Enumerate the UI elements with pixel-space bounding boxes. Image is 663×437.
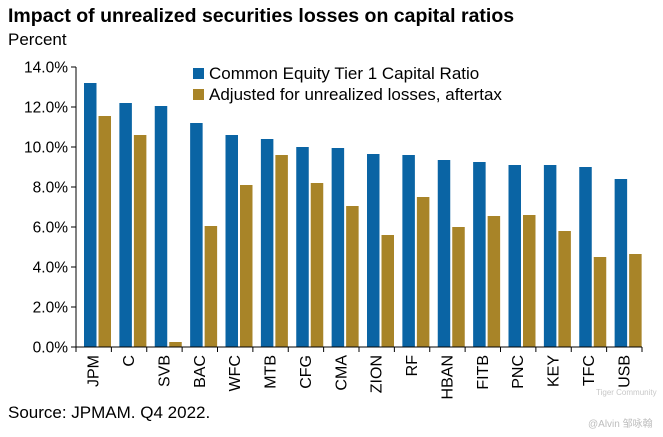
x-tick-label-bac: BAC bbox=[192, 355, 209, 388]
bar-cma-series2 bbox=[346, 206, 359, 347]
bar-cma-series1 bbox=[331, 148, 345, 347]
x-tick-label-rf: RF bbox=[404, 355, 421, 377]
bar-fitb-series1 bbox=[473, 162, 486, 347]
bar-zion-series2 bbox=[381, 235, 394, 347]
y-tick-label: 14.0% bbox=[24, 60, 68, 77]
bar-key-series2 bbox=[558, 231, 571, 347]
bar-usb-series1 bbox=[614, 179, 628, 347]
watermark-author: @Alvin 邹咏翰 bbox=[588, 419, 653, 430]
bar-bac-series2 bbox=[204, 226, 218, 347]
bars-group bbox=[84, 83, 642, 347]
x-tick-label-fitb: FITB bbox=[475, 355, 492, 390]
x-tick-label-wfc: WFC bbox=[227, 355, 244, 391]
bar-hban-series1 bbox=[437, 160, 451, 347]
y-tick-label: 4.0% bbox=[33, 260, 69, 277]
legend: Common Equity Tier 1 Capital Ratio Adjust… bbox=[193, 64, 502, 104]
x-tick-label-cma: CMA bbox=[333, 355, 350, 391]
y-tick-labels: 0.0% 2.0% 4.0% 6.0% 8.0% 10.0% 12.0% 14.0% bbox=[24, 60, 68, 357]
chart-title: Impact of unrealized securities losses o… bbox=[8, 5, 515, 27]
legend-swatch-series2 bbox=[193, 89, 204, 100]
x-tick-label-key: KEY bbox=[546, 355, 563, 387]
y-tick-label: 12.0% bbox=[24, 100, 68, 117]
bar-cfg-series2 bbox=[310, 183, 324, 347]
legend-swatch-series1 bbox=[193, 68, 204, 79]
bar-mtb-series1 bbox=[260, 139, 274, 347]
y-tick-label: 0.0% bbox=[33, 340, 69, 357]
bar-bac-series1 bbox=[190, 123, 203, 347]
x-tick-label-usb: USB bbox=[616, 355, 633, 388]
bar-fitb-series2 bbox=[487, 216, 501, 347]
x-tick-labels: JPM C SVB BAC WFC MTB CFG CMA ZION RF HBAN FITB PNC K… bbox=[86, 355, 634, 400]
x-tick-label-tfc: TFC bbox=[581, 355, 598, 386]
x-tick-label-svb: SVB bbox=[156, 355, 173, 387]
bar-wfc-series2 bbox=[240, 185, 253, 347]
chart-subtitle: Percent bbox=[8, 30, 67, 49]
bar-rf-series2 bbox=[416, 197, 430, 347]
bar-zion-series1 bbox=[367, 154, 380, 347]
bar-key-series1 bbox=[543, 165, 557, 347]
source-note: Source: JPMAM. Q4 2022. bbox=[8, 403, 211, 422]
x-tick-label-mtb: MTB bbox=[263, 355, 280, 389]
bar-rf-series1 bbox=[402, 155, 415, 347]
legend-label-series1: Common Equity Tier 1 Capital Ratio bbox=[209, 64, 479, 83]
bar-wfc-series1 bbox=[225, 135, 238, 347]
bar-cfg-series1 bbox=[296, 147, 309, 347]
bar-tfc-series1 bbox=[579, 167, 592, 347]
x-tick-label-hban: HBAN bbox=[439, 355, 456, 399]
x-tick-label-zion: ZION bbox=[369, 355, 386, 393]
y-tick-label: 8.0% bbox=[33, 180, 69, 197]
bar-svb-series2 bbox=[169, 342, 182, 347]
bar-jpm-series1 bbox=[84, 83, 97, 347]
bar-jpm-series2 bbox=[98, 116, 111, 347]
x-tick-label-c: C bbox=[121, 355, 138, 367]
bar-pnc-series1 bbox=[508, 165, 521, 347]
axes-group bbox=[71, 66, 643, 352]
y-tick-label: 6.0% bbox=[33, 220, 69, 237]
bar-svb-series1 bbox=[154, 106, 168, 347]
y-tick-label: 2.0% bbox=[33, 300, 69, 317]
watermark-brand: Tiger Community bbox=[596, 388, 657, 397]
bar-c-series1 bbox=[119, 103, 132, 347]
bar-pnc-series2 bbox=[523, 215, 536, 347]
bar-c-series2 bbox=[133, 135, 147, 347]
bar-tfc-series2 bbox=[593, 257, 607, 347]
x-tick-label-pnc: PNC bbox=[510, 355, 527, 389]
bar-usb-series2 bbox=[629, 254, 642, 347]
legend-label-series2: Adjusted for unrealized losses, aftertax bbox=[209, 85, 502, 104]
x-tick-label-cfg: CFG bbox=[298, 355, 315, 389]
y-tick-label: 10.0% bbox=[24, 140, 68, 157]
bar-hban-series2 bbox=[452, 227, 465, 347]
x-tick-label-jpm: JPM bbox=[86, 355, 103, 387]
bar-mtb-series2 bbox=[275, 155, 288, 347]
